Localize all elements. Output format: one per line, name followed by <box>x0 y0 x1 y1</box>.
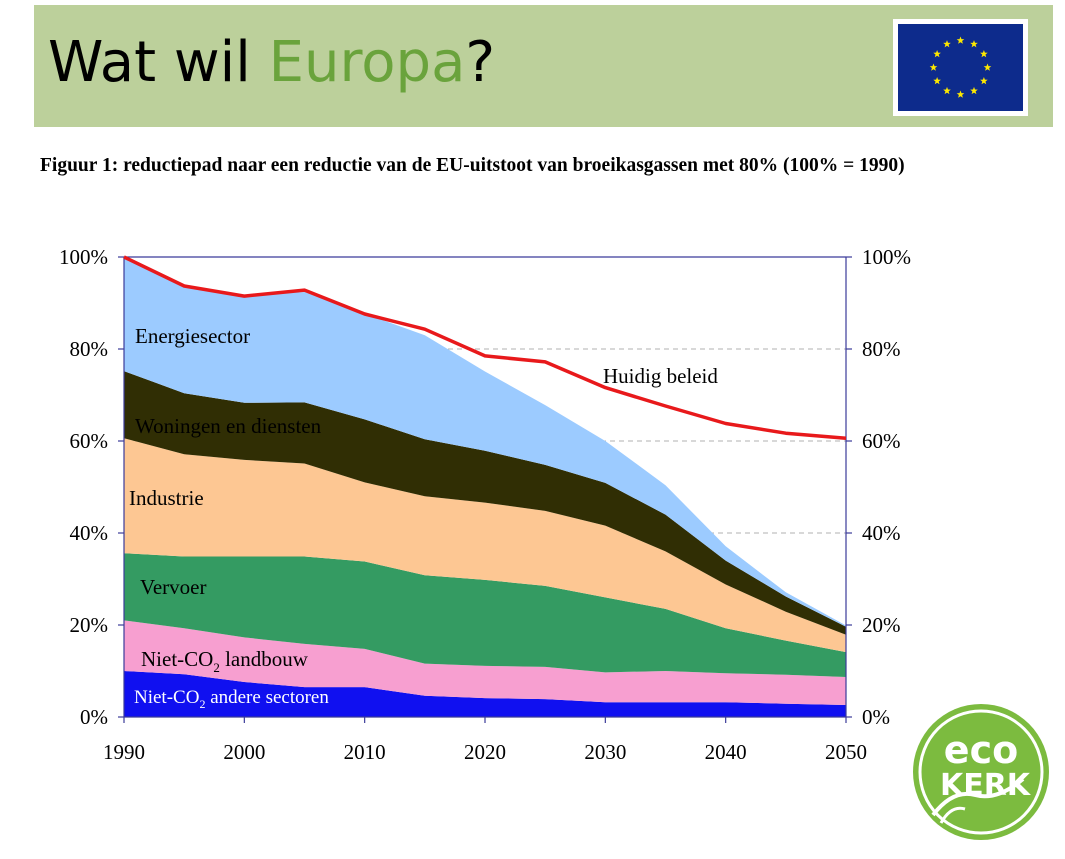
flag-star <box>983 63 992 71</box>
y-tick-label-right: 40% <box>862 521 901 545</box>
huidig-beleid-line <box>123 255 847 440</box>
title-banner: Wat wil Europa? <box>34 5 1053 127</box>
area-series-3 <box>124 438 846 653</box>
area-series-2 <box>124 553 846 677</box>
y-tick-label-right: 60% <box>862 429 901 453</box>
flag-star <box>970 86 978 95</box>
y-tick-label-right: 0% <box>862 705 890 729</box>
x-tick-label: 2040 <box>705 740 747 764</box>
flag-star <box>970 40 978 48</box>
label-huidig-beleid: Huidig beleid <box>603 364 718 388</box>
title-text: Wat wil <box>48 30 269 95</box>
x-tick-label: 2020 <box>464 740 506 764</box>
x-tick-label: 1990 <box>103 740 145 764</box>
label-niet-co2-landbouw: Niet-CO2 landbouw <box>141 647 309 675</box>
eu-flag-icon <box>893 19 1028 116</box>
y-tick-label-right: 80% <box>862 337 901 361</box>
area-series-4 <box>124 371 846 635</box>
title-question-mark: ? <box>465 30 496 95</box>
logo-eco-text: eco <box>944 728 1018 772</box>
y-tick-label-left: 40% <box>70 521 109 545</box>
label-industrie: Industrie <box>129 486 204 510</box>
eco-kerk-logo: eco KERK <box>913 704 1049 840</box>
x-tick-label: 2030 <box>584 740 626 764</box>
y-tick-label-left: 0% <box>80 705 108 729</box>
flag-star <box>980 50 988 58</box>
flag-star <box>980 77 988 85</box>
flag-star <box>933 77 941 85</box>
flag-star <box>943 86 951 95</box>
page-title: Wat wil Europa? <box>48 23 495 103</box>
figure-caption: Figuur 1: reductiepad naar een reductie … <box>40 155 905 176</box>
logo-kerk-text: KERK <box>940 768 1032 803</box>
x-tick-label: 2010 <box>344 740 386 764</box>
flag-star <box>956 90 965 98</box>
area-series-0 <box>124 671 846 717</box>
label-energiesector: Energiesector <box>135 324 250 348</box>
x-tick-label: 2050 <box>825 740 867 764</box>
y-tick-label-right: 20% <box>862 613 901 637</box>
y-tick-label-left: 100% <box>59 245 108 269</box>
flag-star <box>933 50 941 58</box>
label-vervoer: Vervoer <box>140 575 206 599</box>
title-accent: Europa <box>268 30 466 95</box>
y-tick-label-right: 100% <box>862 245 911 269</box>
y-tick-label-left: 20% <box>70 613 109 637</box>
label-woningen-en-diensten: Woningen en diensten <box>135 414 322 438</box>
x-tick-label: 2000 <box>223 740 265 764</box>
label-niet-co2-andere-sectoren: Niet-CO2 andere sectoren <box>134 687 329 711</box>
area-series-1 <box>124 620 846 705</box>
area-series-5 <box>124 257 846 627</box>
y-tick-label-left: 60% <box>70 429 109 453</box>
y-tick-label-left: 80% <box>70 337 109 361</box>
flag-star <box>929 63 938 71</box>
flag-star <box>956 36 965 44</box>
flag-star <box>943 40 951 48</box>
